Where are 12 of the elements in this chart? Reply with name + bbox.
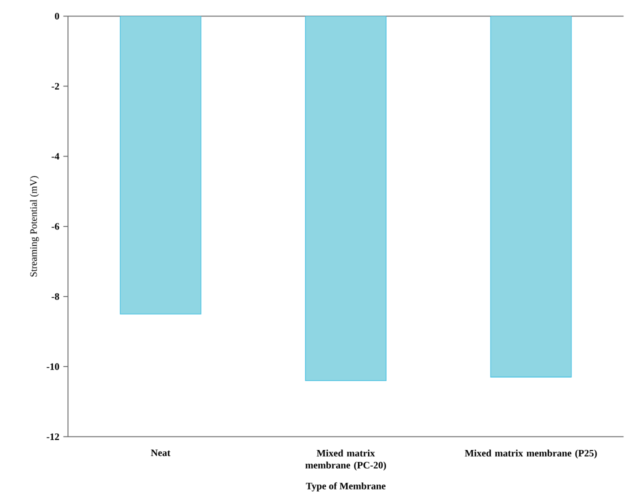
y-tick-label: -4 — [52, 153, 60, 160]
y-tick-label: -8 — [52, 293, 60, 300]
y-tick-label: -12 — [46, 434, 60, 440]
x-axis-title: Type of Membrane — [306, 482, 386, 492]
y-tick-label: -6 — [52, 223, 60, 230]
x-tick-label: Neat — [150, 450, 170, 456]
y-tick-label: -2 — [52, 83, 60, 90]
y-tick-label: 0 — [54, 12, 60, 20]
y-tick-label: -10 — [46, 363, 60, 370]
x-tick-label: Mixed matrix membrane (PC-20) — [305, 450, 386, 471]
x-tick-label: Mixed matrix membrane (P25) — [464, 450, 597, 459]
y-axis-title: Streaming Potential (mV) — [30, 176, 39, 277]
